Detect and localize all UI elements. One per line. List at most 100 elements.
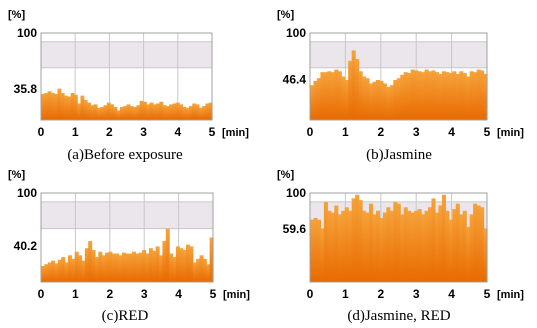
bar	[142, 249, 147, 282]
shaded-band	[310, 41, 487, 68]
bar	[111, 253, 116, 282]
bar	[480, 70, 485, 120]
bar	[382, 212, 387, 282]
x-tick-label: 3	[413, 287, 420, 301]
bar	[175, 246, 180, 282]
bar	[337, 71, 342, 120]
x-tick-label: 0	[307, 125, 314, 139]
bar	[351, 50, 356, 120]
bar	[129, 106, 134, 120]
bar	[389, 85, 394, 120]
bar	[369, 83, 374, 120]
bar	[407, 73, 412, 120]
bar	[100, 106, 105, 120]
bar	[87, 102, 91, 120]
bar	[330, 72, 335, 120]
bar	[362, 210, 367, 282]
y-marker-label: 46.4	[283, 73, 307, 87]
panel-caption: (d)Jasmine, RED	[347, 308, 450, 324]
bar	[407, 210, 412, 282]
bar	[188, 106, 193, 120]
bar	[205, 103, 210, 120]
bar	[414, 210, 419, 282]
x-tick-label: 4	[174, 125, 181, 139]
bar	[199, 255, 204, 282]
bar	[47, 262, 52, 282]
bar	[47, 91, 52, 120]
bar	[414, 70, 419, 120]
bar	[459, 214, 464, 282]
x-tick-label: 3	[413, 125, 420, 139]
bar	[133, 106, 137, 120]
bar	[341, 210, 346, 282]
bar	[198, 107, 203, 120]
bar	[365, 78, 370, 120]
bar	[195, 104, 200, 120]
bar	[403, 72, 408, 120]
bar	[64, 262, 69, 282]
bar	[146, 104, 151, 120]
x-unit-label: [min]	[497, 289, 524, 301]
bar	[80, 95, 85, 120]
bar	[473, 72, 478, 120]
bar	[175, 102, 180, 120]
bar	[196, 258, 201, 282]
bar	[152, 250, 157, 282]
bar	[50, 93, 55, 120]
bar	[138, 252, 143, 282]
bar	[77, 103, 82, 120]
bar	[108, 251, 113, 282]
x-tick-label: 5	[209, 125, 216, 139]
x-tick-label: 0	[38, 125, 45, 139]
bar	[105, 252, 110, 282]
panel-caption: (a)Before exposure	[67, 147, 183, 163]
bar	[41, 265, 45, 282]
bar	[98, 251, 103, 282]
bar	[358, 71, 363, 120]
bar	[73, 94, 78, 120]
bar	[202, 258, 207, 282]
bar	[372, 214, 377, 282]
x-tick-label: 5	[484, 125, 491, 139]
x-tick-label: 0	[307, 287, 314, 301]
bar	[57, 259, 62, 282]
x-tick-label: 2	[106, 287, 113, 301]
bar	[365, 212, 370, 282]
bar	[115, 253, 120, 282]
x-tick-label: 0	[38, 287, 45, 301]
bar	[375, 210, 381, 282]
bar	[421, 214, 426, 282]
bar	[165, 106, 170, 120]
bar	[476, 69, 481, 120]
bar	[182, 106, 187, 120]
bar	[126, 104, 131, 120]
bar	[93, 104, 98, 120]
bar	[341, 76, 346, 120]
bar	[445, 210, 450, 282]
panel-caption: (b)Jasmine	[366, 147, 432, 163]
bar	[323, 201, 328, 282]
bar	[459, 71, 464, 120]
x-unit-label: [min]	[223, 289, 250, 301]
bar	[393, 201, 398, 282]
bar	[67, 96, 72, 120]
bar	[136, 105, 141, 120]
bar	[434, 72, 440, 120]
y-unit-label: [%]	[277, 9, 294, 21]
x-unit-label: [min]	[222, 127, 249, 139]
bar	[400, 74, 405, 120]
bar	[393, 79, 398, 120]
bar	[192, 103, 197, 120]
x-tick-label: 2	[377, 125, 384, 139]
bar	[61, 257, 66, 282]
bar	[389, 210, 394, 282]
bar	[396, 203, 401, 282]
bar	[64, 95, 68, 120]
bar	[466, 226, 471, 282]
bar	[348, 60, 353, 120]
bar	[410, 69, 415, 120]
x-tick-label: 1	[342, 125, 349, 139]
bar	[121, 252, 126, 282]
bar	[182, 249, 187, 282]
shaded-band	[41, 41, 212, 68]
